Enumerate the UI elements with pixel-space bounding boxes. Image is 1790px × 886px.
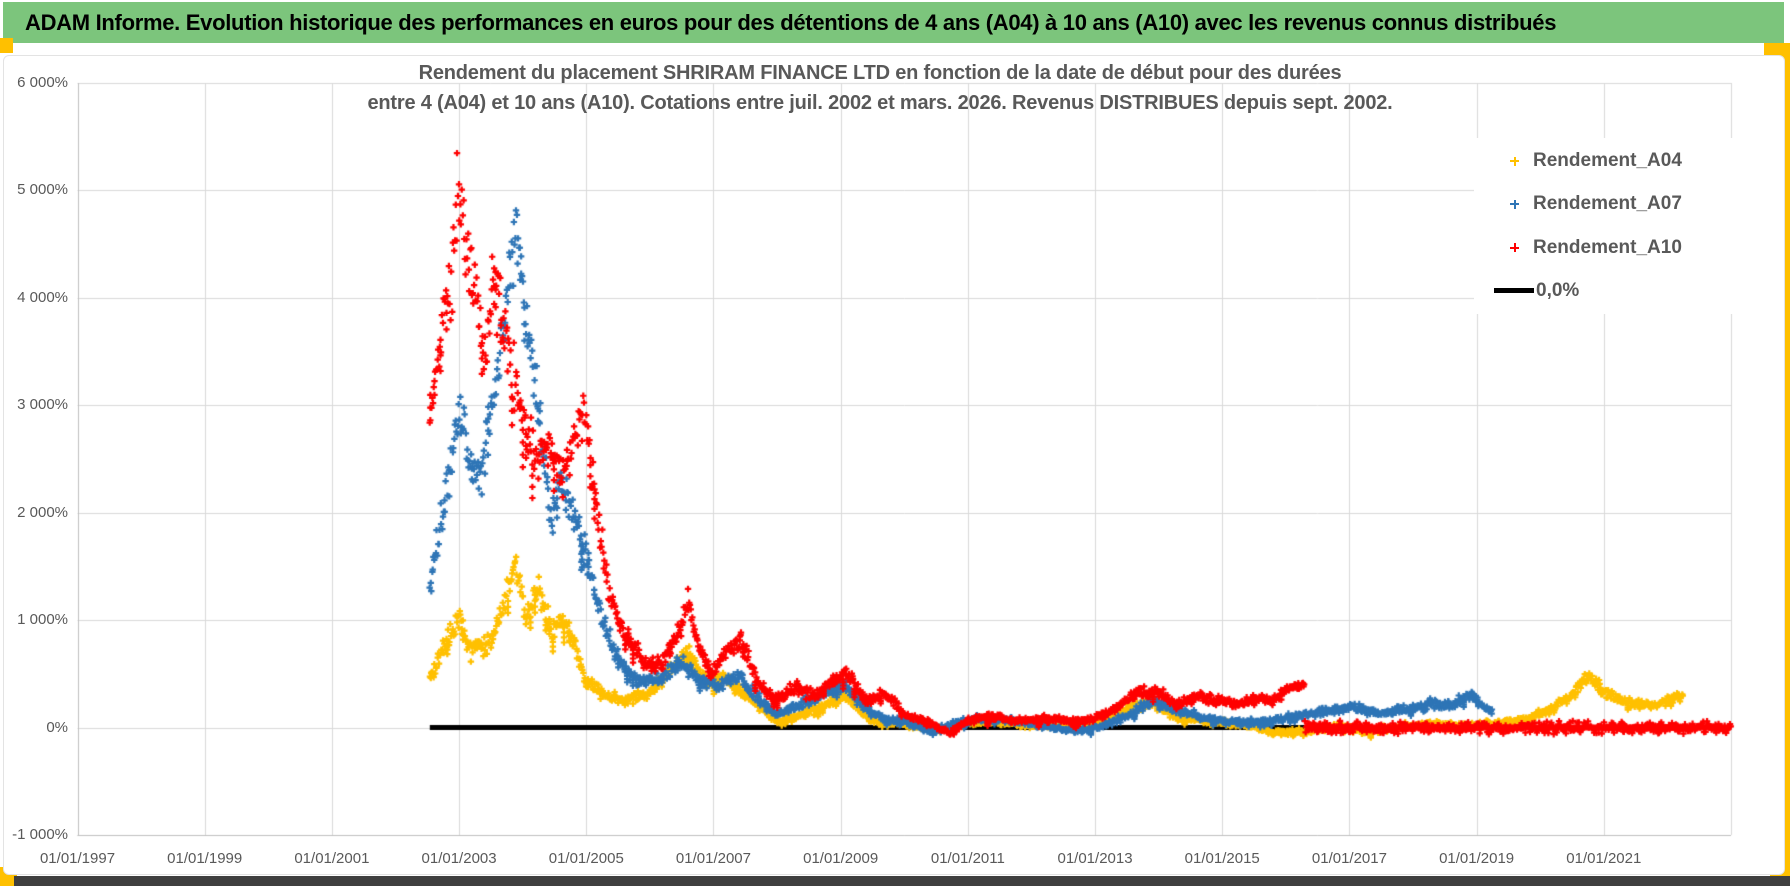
legend-item-rendement-a04: Rendement_A04 <box>1474 144 1752 178</box>
y-axis-tick-label: 1 000% <box>17 611 68 629</box>
x-axis-tick-label: 01/01/2001 <box>294 850 370 867</box>
legend-item-zero-line: 0,0% <box>1474 274 1752 308</box>
plus-marker-icon <box>1510 243 1519 253</box>
x-axis-tick-label: 01/01/2009 <box>803 850 879 867</box>
zero-line-marker-icon <box>1494 288 1534 294</box>
legend-label: Rendement_A04 <box>1533 150 1682 171</box>
x-axis-tick-label: 01/01/2015 <box>1184 850 1260 867</box>
y-axis-tick-label: 0% <box>46 718 68 736</box>
x-axis-tick-label: 01/01/2011 <box>930 850 1005 867</box>
x-axis-tick-label: 01/01/2007 <box>675 850 751 867</box>
x-axis-tick-label: 01/01/1999 <box>167 850 243 867</box>
chart-title-line1: Rendement du placement SHRIRAM FINANCE L… <box>418 62 1342 84</box>
legend: Rendement_A04 Rendement_A07 Rendement_A1… <box>1474 138 1752 314</box>
plus-marker-icon <box>1510 156 1519 166</box>
x-axis-tick-label: 01/01/1997 <box>39 850 116 867</box>
x-axis-tick-label: 01/01/2021 <box>1566 850 1642 867</box>
chart-title: Rendement du placement SHRIRAM FINANCE L… <box>195 58 1565 118</box>
x-axis-tick-label: 01/01/2017 <box>1311 850 1387 867</box>
y-axis-tick-label: 6 000% <box>17 74 68 91</box>
y-axis-tick-label: 2 000% <box>17 503 68 521</box>
y-axis-tick-label: 3 000% <box>17 396 68 414</box>
plus-marker-icon <box>1510 199 1519 209</box>
x-axis-tick-label: 01/01/2019 <box>1439 850 1515 867</box>
y-axis-tick-label: -1 000% <box>12 826 68 843</box>
y-axis-tick-label: 4 000% <box>17 288 68 306</box>
x-axis-tick-label: 01/01/2013 <box>1057 850 1133 867</box>
chart-title-line2: entre 4 (A04) et 10 ans (A10). Cotations… <box>367 92 1393 114</box>
x-axis-tick-label: 01/01/2003 <box>421 850 497 867</box>
x-axis-tick-label: 01/01/2005 <box>548 850 624 867</box>
legend-label: Rendement_A10 <box>1533 236 1682 258</box>
y-axis-tick-label: 5 000% <box>17 181 68 199</box>
legend-label: Rendement_A07 <box>1533 193 1682 215</box>
legend-label: 0,0% <box>1536 279 1580 301</box>
legend-item-rendement-a07: Rendement_A07 <box>1474 187 1752 221</box>
legend-item-rendement-a10: Rendement_A10 <box>1474 231 1752 265</box>
